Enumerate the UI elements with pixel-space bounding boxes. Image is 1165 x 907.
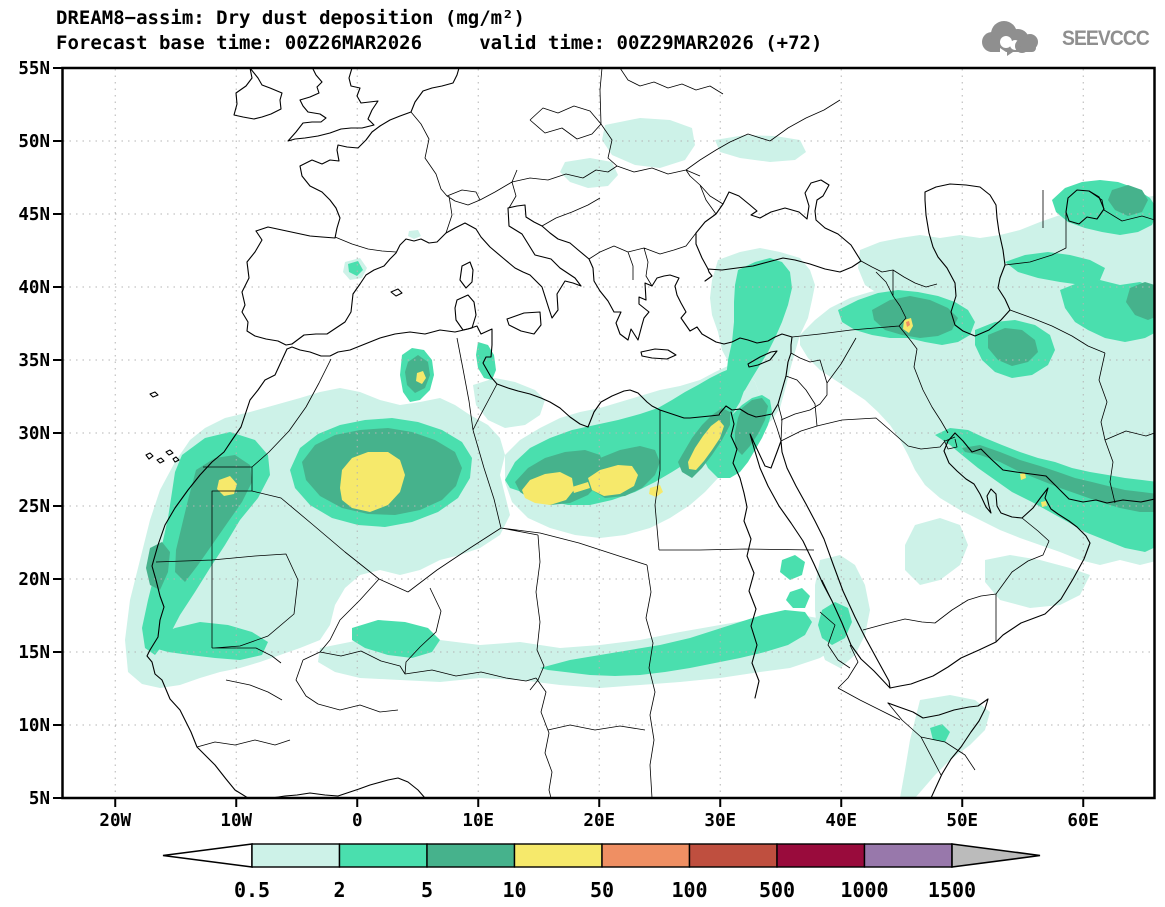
lon-label: 0: [352, 811, 363, 831]
colorbar-segment: [251, 843, 341, 868]
lat-label: 20N: [18, 570, 50, 590]
island-sicily: [506, 311, 542, 335]
colorbar-level-label: 0.5: [234, 878, 270, 902]
island-cyprus: [747, 350, 778, 368]
river-nile: [730, 411, 760, 699]
lat-label: 10N: [18, 716, 50, 736]
map-axes: 55N 50N 45N 40N 35N 30N 25N 20N 15N 10N 5N 20W 10W 0 1…: [18, 59, 1099, 831]
lat-label: 25N: [18, 497, 50, 517]
lon-label: 40E: [825, 811, 857, 831]
coast-biscay-northsea: [255, 69, 460, 239]
island-madeira: [149, 391, 159, 398]
colorbar-level-label: 10: [502, 878, 526, 902]
colorbar-level-label: 1000: [840, 878, 888, 902]
dust-level-2: [142, 180, 1154, 742]
lat-label: 45N: [18, 205, 50, 225]
lat-label: 50N: [18, 132, 50, 152]
colorbar-level-label: 2: [333, 878, 345, 902]
lon-label: 30E: [704, 811, 736, 831]
colorbar-segment: [426, 843, 516, 868]
coast-red-sea: [749, 433, 891, 689]
coast-gulf-of-guinea: [274, 777, 425, 797]
lat-label: 55N: [18, 59, 50, 79]
coast-ireland: [233, 69, 283, 120]
coast-atlantic-europe: [241, 230, 293, 346]
lon-label: 10W: [220, 811, 252, 831]
colorbar-segment: [863, 843, 953, 868]
coast-west-africa: [146, 348, 288, 797]
coast-somalia: [887, 698, 989, 797]
lon-label: 20E: [583, 811, 615, 831]
plot-titles: DREAM8−assim: Dry dust deposition (mg/m²…: [56, 6, 822, 56]
lat-label: 35N: [18, 351, 50, 371]
colorbar-overflow-arrow: [951, 843, 1041, 868]
dust-level-10: [217, 318, 1047, 512]
island-crete: [640, 348, 677, 360]
lat-label: 5N: [29, 789, 50, 809]
dust-level-50: [906, 321, 910, 327]
dust-shading-layers: [125, 118, 1154, 797]
country-borders: [155, 69, 1154, 797]
island-sardinia: [454, 294, 477, 331]
lat-label: 15N: [18, 643, 50, 663]
colorbar-segment: [513, 843, 603, 868]
colorbar-level-label: 100: [671, 878, 707, 902]
colorbar-level-label: 500: [759, 878, 795, 902]
colorbar-segment: [688, 843, 778, 868]
seevccc-logo: SEEVCCC: [970, 18, 1157, 60]
lat-label: 40N: [18, 278, 50, 298]
coastlines: [145, 69, 1154, 797]
logo-text: SEEVCCC: [1062, 27, 1150, 50]
island-corsica: [459, 261, 474, 289]
lon-label: 10E: [462, 811, 494, 831]
coast-arabia: [889, 432, 1091, 689]
colorbar-level-label: 50: [590, 878, 614, 902]
colorbar-segment: [338, 843, 428, 868]
lon-label: 50E: [946, 811, 978, 831]
island-mallorca: [390, 288, 403, 297]
colorbar-level-label: 5: [421, 878, 433, 902]
map-frame: [61, 66, 1156, 800]
lon-label: 20W: [99, 811, 131, 831]
coast-persian-gulf-north: [954, 432, 1154, 504]
plot-title: DREAM8−assim: Dry dust deposition (mg/m²…: [56, 7, 525, 29]
cloud-icon: [982, 21, 1039, 56]
colorbar-level-label: 1500: [928, 878, 976, 902]
colorbar: 0.5 2 5 10 50 100 500 1000 1500: [162, 843, 1041, 902]
lat-label: 30N: [18, 424, 50, 444]
colorbar-segment: [601, 843, 691, 868]
colorbar-segment: [776, 843, 866, 868]
coast-black-sea: [695, 179, 862, 273]
coast-marmara: [704, 268, 713, 282]
coast-britain: [287, 69, 379, 142]
lon-label: 60E: [1067, 811, 1099, 831]
islands-canary: [145, 449, 180, 464]
coast-mediterranean: [286, 204, 793, 428]
plot-subtitle: Forecast base time: 00Z26MAR2026 valid t…: [56, 32, 823, 54]
colorbar-underflow-arrow: [162, 843, 253, 868]
coast-caspian: [924, 183, 1011, 337]
